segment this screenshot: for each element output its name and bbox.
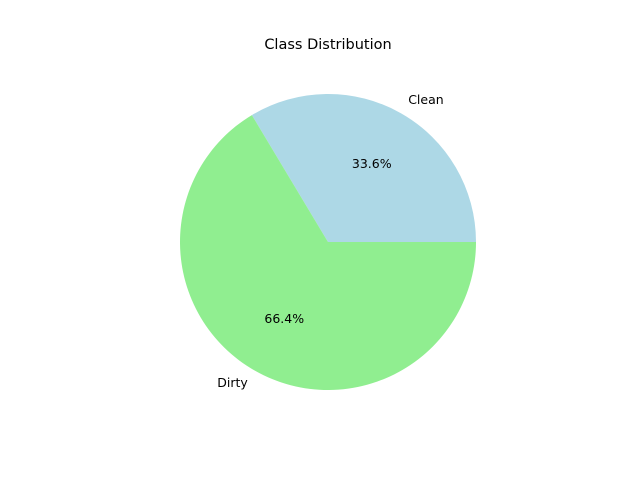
chart-title: Class Distribution bbox=[264, 37, 391, 53]
pie-labels: Clean 33.6% Dirty 66.4% bbox=[217, 92, 443, 390]
pie-slice-clean bbox=[251, 93, 476, 243]
slice-label-dirty: Dirty bbox=[217, 375, 248, 390]
percent-label-dirty: 66.4% bbox=[264, 311, 304, 326]
percent-label-clean: 33.6% bbox=[352, 156, 392, 171]
pie-slices bbox=[180, 93, 476, 390]
pie-slice-dirty bbox=[180, 115, 476, 390]
slice-label-clean: Clean bbox=[408, 92, 443, 107]
